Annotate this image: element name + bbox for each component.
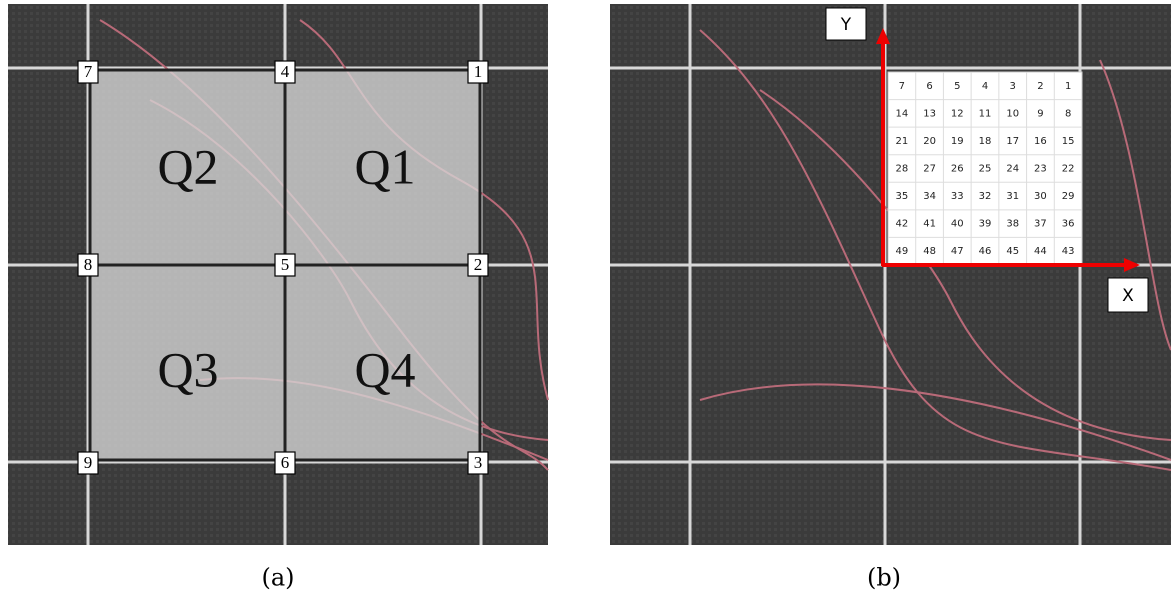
grid-cell: 15 bbox=[1062, 136, 1075, 147]
axis-label: X bbox=[1122, 286, 1134, 306]
grid-cell: 11 bbox=[979, 108, 992, 119]
grid-cell: 6 bbox=[926, 81, 932, 92]
corner-label: 7 bbox=[84, 62, 93, 81]
grid-cell: 47 bbox=[951, 246, 964, 257]
grid-cell: 12 bbox=[951, 108, 964, 119]
grid-cell: 16 bbox=[1034, 136, 1047, 147]
grid-cell: 2 bbox=[1037, 81, 1043, 92]
caption: (a) bbox=[261, 564, 294, 592]
grid-cell: 19 bbox=[951, 136, 964, 147]
corner-label: 8 bbox=[84, 255, 93, 274]
grid-cell: 49 bbox=[895, 246, 908, 257]
grid-cell: 38 bbox=[1006, 219, 1019, 230]
quadrant-label: Q4 bbox=[354, 341, 415, 397]
grid-cell: 20 bbox=[923, 136, 936, 147]
grid-cell: 31 bbox=[1006, 191, 1019, 202]
grid-cell: 26 bbox=[951, 164, 964, 175]
grid-cell: 8 bbox=[1065, 108, 1071, 119]
grid-cell: 34 bbox=[923, 191, 936, 202]
grid-cell: 35 bbox=[895, 191, 908, 202]
grid-cell: 39 bbox=[979, 219, 992, 230]
corner-label: 3 bbox=[474, 453, 483, 472]
grid-cell: 28 bbox=[895, 164, 908, 175]
grid-cell: 27 bbox=[923, 164, 936, 175]
grid-cell: 13 bbox=[923, 108, 936, 119]
grid-cell: 5 bbox=[954, 81, 960, 92]
grid-cell: 40 bbox=[951, 219, 964, 230]
corner-label: 1 bbox=[474, 62, 483, 81]
grid-cell: 36 bbox=[1062, 219, 1075, 230]
corner-label: 9 bbox=[84, 453, 93, 472]
grid-cell: 33 bbox=[951, 191, 964, 202]
grid-cell: 23 bbox=[1034, 164, 1047, 175]
axis-label: Y bbox=[840, 15, 852, 35]
panel-a: 1 2 3 4 5 6 7 8 9 Q1 Q2 Q3 Q4 bbox=[8, 4, 548, 545]
corner-label: 4 bbox=[281, 62, 290, 81]
grid-cell: 45 bbox=[1006, 246, 1019, 257]
quadrant-label: Q1 bbox=[354, 138, 415, 194]
corner-label: 5 bbox=[281, 255, 290, 274]
quadrant-label: Q2 bbox=[157, 138, 218, 194]
grid-cell: 42 bbox=[895, 219, 908, 230]
grid-cell: 18 bbox=[979, 136, 992, 147]
grid-cell: 25 bbox=[979, 164, 992, 175]
grid-cell: 4 bbox=[982, 81, 988, 92]
grid-cell: 41 bbox=[923, 219, 936, 230]
grid-cell: 44 bbox=[1034, 246, 1047, 257]
grid-cell: 14 bbox=[895, 108, 908, 119]
grid-cell: 48 bbox=[923, 246, 936, 257]
corner-label: 6 bbox=[281, 453, 290, 472]
figure: 123456789 Q1Q2Q3Q4 765432114131211109821… bbox=[0, 0, 1171, 599]
grid-cell: 29 bbox=[1062, 191, 1075, 202]
grid-cell: 3 bbox=[1010, 81, 1016, 92]
grid-cell: 32 bbox=[979, 191, 992, 202]
grid-cell: 37 bbox=[1034, 219, 1047, 230]
grid-cell: 10 bbox=[1006, 108, 1019, 119]
grid-cell: 24 bbox=[1006, 164, 1019, 175]
grid-cell: 22 bbox=[1062, 164, 1075, 175]
grid-cell: 21 bbox=[895, 136, 908, 147]
corner-label: 2 bbox=[474, 255, 483, 274]
grid-cell: 30 bbox=[1034, 191, 1047, 202]
grid-cell: 46 bbox=[979, 246, 992, 257]
caption: (b) bbox=[867, 564, 901, 592]
grid-cell: 9 bbox=[1037, 108, 1043, 119]
grid-cell: 17 bbox=[1006, 136, 1019, 147]
grid-cell: 43 bbox=[1062, 246, 1075, 257]
grid-cell: 7 bbox=[899, 81, 905, 92]
quadrant-label: Q3 bbox=[157, 341, 218, 397]
grid-cell: 1 bbox=[1065, 81, 1071, 92]
